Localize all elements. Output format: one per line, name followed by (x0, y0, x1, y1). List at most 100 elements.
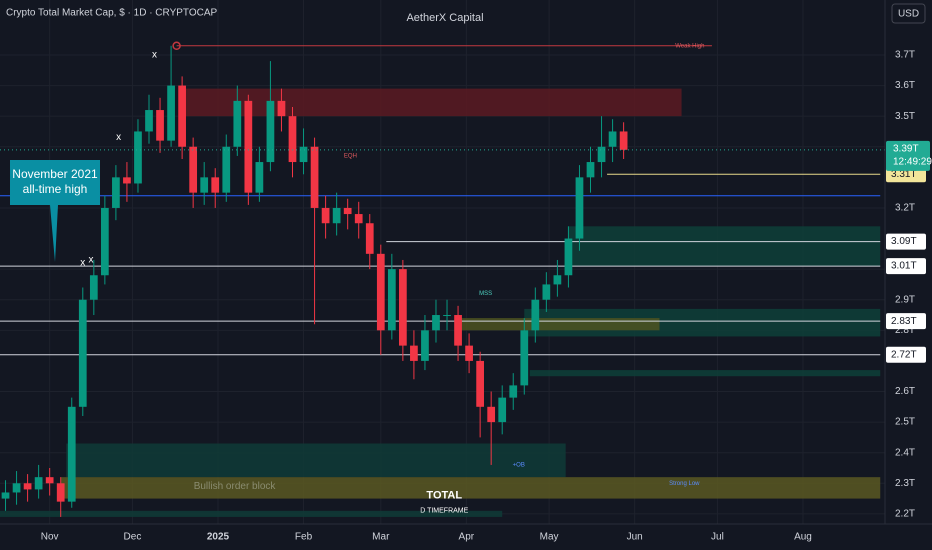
candle-body (277, 100, 286, 117)
annotation: TOTAL (426, 489, 462, 501)
candle-body (542, 284, 551, 300)
candle-body (310, 146, 319, 208)
x-tick-label: Aug (794, 532, 812, 543)
zone (179, 88, 682, 117)
annotation: x (80, 258, 85, 269)
candle-body (1, 492, 10, 499)
annotation: x (89, 255, 94, 266)
annotation: MSS (479, 291, 492, 297)
x-tick-label: 2025 (207, 532, 230, 543)
price-label-box (886, 233, 926, 250)
candle-body (211, 177, 220, 193)
callout-box (10, 160, 100, 262)
annotation: Weak High (675, 43, 704, 49)
candle-body (498, 397, 507, 423)
candle-body (509, 385, 518, 398)
currency-box[interactable] (891, 3, 926, 24)
candle-body (56, 483, 65, 502)
candle-body (520, 330, 529, 386)
candle-body (134, 131, 142, 184)
price-label: 3.31T (891, 169, 917, 180)
candle-body (78, 299, 87, 407)
candle-body (112, 177, 120, 208)
candle-body (123, 177, 131, 184)
x-tick-label: May (540, 532, 559, 543)
zone (568, 226, 881, 267)
price-label: 2.83T (891, 316, 917, 327)
candle-body (410, 345, 418, 361)
candle-body (597, 146, 606, 163)
candle-body (299, 146, 308, 163)
candle-body (564, 238, 573, 276)
candle-body (376, 253, 385, 331)
candle-body (233, 100, 242, 147)
y-tick-label: 3.6T (895, 80, 915, 91)
callout-text: November 2021 (12, 167, 98, 181)
price-label-box (886, 346, 926, 363)
currency[interactable]: USD (898, 9, 919, 20)
candle-body (365, 223, 374, 254)
annotation: Strong Low (669, 481, 700, 487)
candle-body (100, 207, 109, 276)
candle-body (387, 269, 396, 331)
zone (66, 443, 566, 478)
candle-body (12, 483, 21, 493)
candle-body (167, 85, 175, 141)
candle-body (200, 177, 209, 193)
candle-body (321, 207, 330, 224)
candle-body (399, 269, 407, 346)
candle-body (23, 483, 32, 490)
y-tick-label: 2.5T (895, 417, 915, 428)
y-tick-label: 2.6T (895, 386, 915, 397)
annotation: x (116, 132, 121, 143)
price-label: 3.01T (891, 261, 917, 272)
candle-body (575, 177, 584, 239)
y-tick-label: 2.2T (895, 509, 915, 520)
candle-body (343, 207, 352, 215)
candle-body (67, 406, 76, 502)
annotation: +OB (513, 463, 525, 469)
y-tick-label: 3.7T (895, 50, 915, 61)
zone (0, 510, 503, 517)
zone (529, 370, 881, 377)
candle-body (432, 315, 440, 331)
annotation: EQH (344, 154, 357, 160)
candle-body (89, 275, 98, 300)
candle-body (266, 100, 275, 163)
candle-body (332, 207, 341, 224)
candle-body (145, 110, 153, 132)
y-tick-label: 2.3T (895, 478, 915, 489)
candle-body (531, 299, 540, 331)
candle-body (45, 477, 54, 484)
price-label: 3.09T (891, 236, 917, 247)
candle-body (443, 315, 451, 317)
candle-body (288, 116, 297, 163)
candle-body (354, 214, 363, 224)
x-tick-label: Dec (124, 532, 142, 543)
x-tick-label: Mar (372, 532, 390, 543)
watermark: AetherX Capital (406, 12, 483, 24)
zone (60, 477, 881, 499)
y-tick-label: 3.2T (895, 203, 915, 214)
x-tick-label: Nov (41, 532, 59, 543)
candle-body (222, 146, 231, 193)
annotation: D TIMEFRAME (420, 508, 468, 515)
chart-title: Crypto Total Market Cap, $ · 1D · CRYPTO… (6, 8, 218, 19)
countdown: 12:49:29 (893, 156, 932, 167)
candle-body (553, 275, 562, 285)
y-tick-label: 3.5T (895, 111, 915, 122)
candle-body (487, 406, 496, 423)
price-label: 2.72T (891, 349, 917, 360)
candle-body (34, 477, 43, 490)
annotation: Bullish order block (194, 481, 277, 492)
x-tick-label: Jul (711, 532, 724, 543)
price-label-box (886, 258, 926, 275)
candle-body (454, 315, 462, 346)
candle-body (586, 162, 595, 178)
candle-body (156, 110, 164, 141)
last-price-box (886, 140, 930, 171)
candle-body (189, 146, 198, 193)
candle-body (608, 131, 617, 147)
y-tick-label: 2.4T (895, 447, 915, 458)
